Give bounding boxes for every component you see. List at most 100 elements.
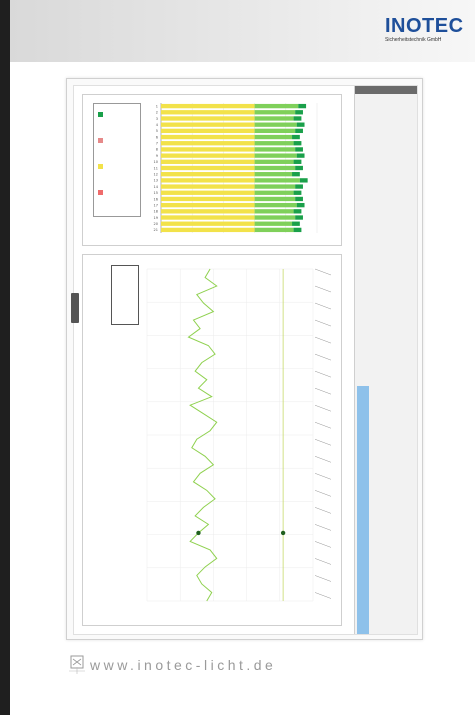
line-time-tick [314, 405, 332, 412]
bar-segment-9-3 [296, 153, 305, 158]
legend-item-4 [98, 190, 136, 196]
bar-segment-20-2 [254, 221, 293, 226]
brand-logo[interactable]: INOTEC Sicherheitstechnik GmbH [385, 16, 475, 43]
line-time-tick [314, 524, 332, 531]
bar-segment-3-1 [161, 116, 255, 121]
footer-url[interactable]: www.inotec-licht.de [90, 657, 277, 673]
bar-segment-11-1 [161, 165, 255, 171]
bar-segment-15-2 [254, 190, 294, 195]
line-time-tick [314, 439, 332, 446]
line-chart-panel [71, 254, 342, 626]
footer: www.inotec-licht.de [66, 655, 421, 679]
bar-segment-21-1 [161, 227, 255, 233]
inotec-mark-icon [69, 655, 85, 674]
report-page: 1 2 3 4 5 6 7 8 9 10 11 12 13 14 15 16 17 18 19 20 21 [66, 78, 423, 640]
bar-segment-19-2 [254, 215, 296, 220]
bar-segment-8-1 [161, 147, 255, 152]
line-marker-2 [280, 530, 286, 536]
bar-segment-13-1 [161, 178, 255, 183]
bar-segment-19-3 [295, 215, 303, 220]
bar-tick-label: 13 [154, 179, 158, 183]
bar-segment-8-3 [295, 147, 303, 152]
bar-segment-21-2 [254, 227, 294, 233]
bar-segment-20-1 [161, 221, 255, 226]
line-time-tick [314, 558, 332, 565]
bar-segment-10-2 [254, 159, 294, 164]
bar-segment-7-1 [161, 141, 255, 146]
bar-segment-4-3 [296, 122, 305, 127]
bar-segment-12-1 [161, 172, 255, 177]
bar-segment-10-3 [293, 159, 302, 164]
bar-tick-label: 15 [154, 191, 158, 195]
bar-chart-panel: 1 2 3 4 5 6 7 8 9 10 11 12 13 14 15 16 17 18 19 20 21 [82, 94, 342, 246]
bar-tick-label: 21 [154, 228, 158, 232]
bar-segment-17-2 [254, 202, 297, 208]
line-time-tick [314, 370, 332, 378]
legend-swatch-2 [98, 138, 103, 143]
line-time-tick [314, 285, 332, 293]
bar-segment-15-1 [161, 190, 255, 195]
bar-tick-label: 19 [154, 216, 158, 220]
line-time-tick [314, 592, 332, 599]
bar-tick-label: 5 [156, 129, 158, 133]
line-time-tick [314, 302, 332, 310]
legend-item-2 [98, 138, 136, 144]
bar-tick-label: 6 [156, 135, 158, 139]
bar-tick-label: 8 [156, 148, 158, 152]
bar-segment-4-1 [161, 122, 255, 127]
bar-segment-1-2 [254, 103, 299, 109]
line-time-tick [314, 575, 332, 582]
bar-segment-10-1 [161, 159, 255, 164]
bar-segment-15-3 [293, 190, 302, 195]
bar-tick-label: 18 [154, 210, 158, 214]
bar-segment-19-1 [161, 215, 255, 220]
data-table-strip [354, 86, 417, 634]
bar-segment-2-2 [254, 110, 296, 115]
bar-segment-1-3 [298, 103, 307, 109]
line-time-tick [314, 268, 332, 276]
brand-subtitle: Sicherheitstechnik GmbH [385, 37, 442, 43]
data-table-selected-column[interactable] [357, 386, 369, 634]
bar-segment-3-2 [254, 116, 294, 121]
bar-segment-7-2 [254, 141, 294, 146]
bar-chart-legend [93, 103, 141, 217]
header-bar: INOTEC Sicherheitstechnik GmbH [10, 0, 475, 62]
bar-segment-9-1 [161, 153, 255, 158]
legend-item-1 [98, 112, 136, 118]
line-time-tick [314, 422, 332, 429]
bar-segment-18-2 [254, 209, 294, 214]
bar-tick-label: 9 [156, 154, 158, 158]
bar-segment-14-3 [295, 184, 303, 189]
bar-segment-12-3 [292, 172, 300, 177]
bar-segment-9-2 [254, 153, 297, 158]
line-marker-1 [196, 530, 201, 536]
line-time-tick [314, 473, 332, 480]
bar-segment-3-3 [293, 116, 302, 121]
bar-tick-label: 1 [156, 104, 158, 108]
line-time-tick [314, 319, 332, 327]
bar-segment-16-1 [161, 196, 255, 202]
line-chart-legend [111, 265, 139, 325]
line-series-1 [187, 268, 218, 602]
bar-segment-20-3 [292, 221, 300, 226]
legend-item-3 [98, 164, 136, 170]
bar-segment-16-3 [295, 196, 303, 202]
bar-segment-8-2 [254, 147, 296, 152]
bar-segment-14-2 [254, 184, 296, 189]
bar-segment-12-2 [254, 172, 293, 177]
window-left-border [0, 0, 10, 715]
bar-tick-label: 14 [154, 185, 159, 189]
bar-segment-6-3 [292, 134, 300, 140]
bar-segment-11-2 [254, 165, 296, 171]
legend-swatch-1 [98, 112, 103, 117]
bar-tick-label: 10 [154, 160, 158, 164]
bar-segment-5-2 [254, 128, 296, 134]
bar-tick-label: 2 [156, 111, 158, 115]
legend-swatch-3 [98, 164, 103, 169]
bar-tick-label: 11 [154, 166, 158, 170]
bar-segment-5-3 [295, 128, 303, 134]
line-time-tick [314, 507, 332, 514]
bar-segment-14-1 [161, 184, 255, 189]
bar-segment-11-3 [295, 165, 303, 171]
